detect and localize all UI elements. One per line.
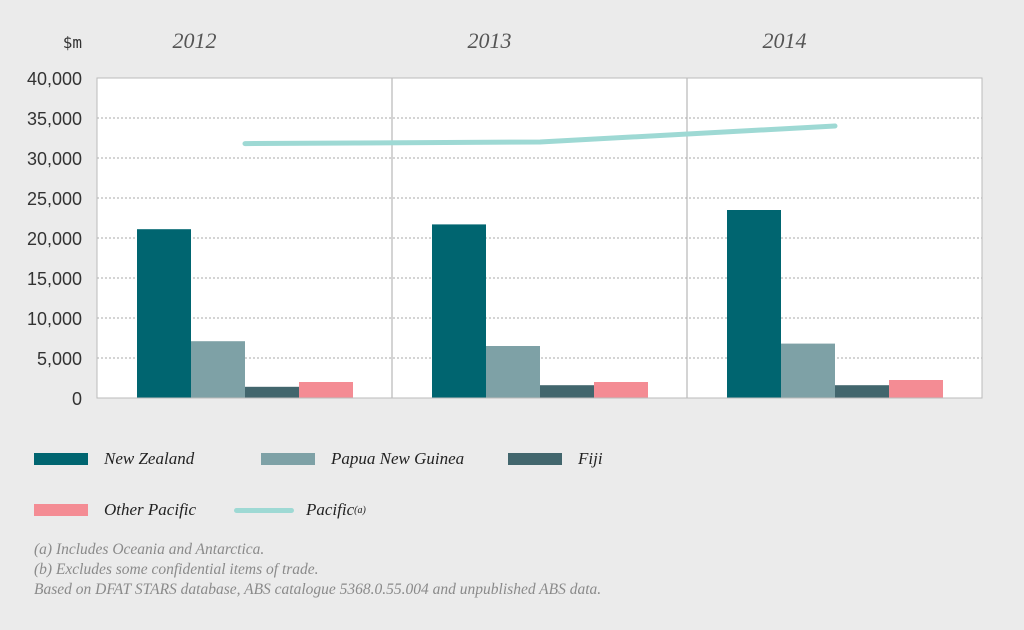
legend-item-other-pacific: Other Pacific bbox=[34, 500, 196, 520]
legend-swatch bbox=[34, 504, 88, 516]
legend-item-new-zealand: New Zealand bbox=[34, 449, 194, 469]
y-tick-label: 5,000 bbox=[37, 349, 82, 369]
bar-fiji bbox=[835, 385, 889, 398]
y-tick-label: 35,000 bbox=[27, 109, 82, 129]
legend-swatch bbox=[34, 453, 88, 465]
category-label: 2012 bbox=[173, 28, 217, 53]
y-tick-label: 20,000 bbox=[27, 229, 82, 249]
footnote: (a) Includes Oceania and Antarctica. bbox=[34, 541, 265, 558]
y-tick-label: 15,000 bbox=[27, 269, 82, 289]
legend-swatch bbox=[234, 507, 294, 513]
footnotes: (a) Includes Oceania and Antarctica. (b)… bbox=[34, 540, 601, 600]
legend-swatch bbox=[261, 453, 315, 465]
legend-item-fiji: Fiji bbox=[508, 449, 603, 469]
y-tick-label: 40,000 bbox=[27, 69, 82, 89]
bar-new-zealand bbox=[727, 210, 781, 398]
footnote: Based on DFAT STARS database, ABS catalo… bbox=[34, 581, 602, 598]
legend-label: Other Pacific bbox=[104, 500, 197, 519]
category-label: 2014 bbox=[763, 28, 807, 53]
chart: 0 5,000 10,000 15,000 20,000 25,000 30,000 35,0… bbox=[27, 28, 983, 409]
line-pacific bbox=[242, 123, 838, 147]
bar-other-pacific bbox=[594, 382, 648, 398]
legend-swatch bbox=[508, 453, 562, 465]
bar-other-pacific bbox=[889, 380, 943, 398]
y-axis-label: $m bbox=[63, 33, 82, 52]
bar-fiji bbox=[540, 385, 594, 398]
y-tick-label: 25,000 bbox=[27, 189, 82, 209]
plot-border bbox=[96, 77, 983, 399]
y-tick-label: 0 bbox=[72, 389, 82, 409]
legend-label: New Zealand bbox=[104, 449, 195, 468]
legend-label: Pacific bbox=[306, 500, 355, 519]
bar-other-pacific bbox=[299, 382, 353, 398]
category-label: 2013 bbox=[468, 28, 512, 53]
legend-superscript: (a) bbox=[354, 504, 366, 516]
bar-new-zealand bbox=[432, 224, 486, 398]
y-tick-label: 10,000 bbox=[27, 309, 82, 329]
legend-item-pacific: Pacific (a) bbox=[234, 500, 366, 520]
bar-papua-new-guinea bbox=[486, 346, 540, 398]
y-tick-label: 30,000 bbox=[27, 149, 82, 169]
legend-label: Papua New Guinea bbox=[331, 449, 465, 468]
bar-papua-new-guinea bbox=[781, 343, 835, 398]
legend-item-papua-new-guinea: Papua New Guinea bbox=[261, 449, 464, 469]
bar-new-zealand bbox=[137, 229, 191, 398]
legend-label: Fiji bbox=[578, 449, 603, 468]
bar-papua-new-guinea bbox=[191, 341, 245, 398]
bar-fiji bbox=[245, 386, 299, 398]
footnote: (b) Excludes some confidential items of … bbox=[34, 561, 319, 578]
